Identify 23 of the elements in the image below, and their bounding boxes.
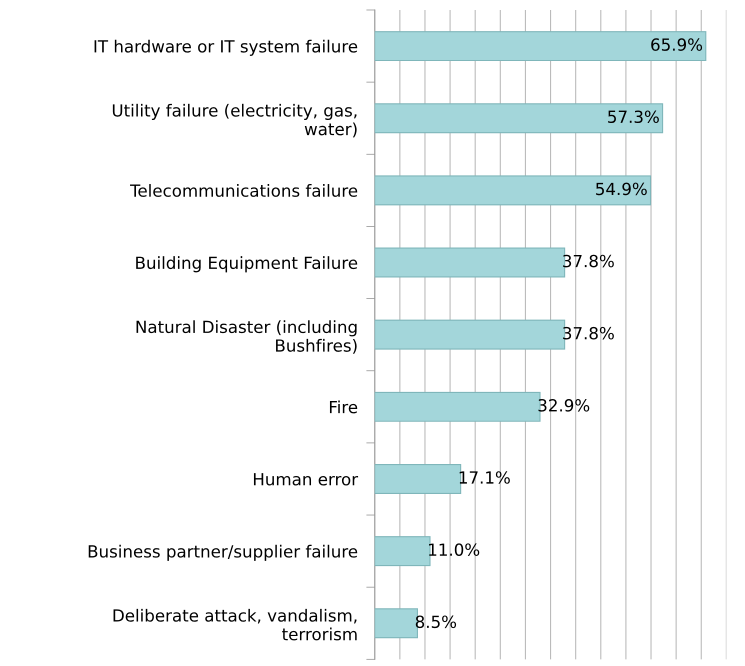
data-label: 37.8% (563, 326, 614, 340)
bar (374, 103, 664, 134)
bar (374, 536, 431, 566)
data-label: 54.9% (596, 182, 647, 196)
y-tick-label: Business partner/supplier failure (88, 544, 358, 561)
bar (374, 175, 652, 206)
data-label: 11.0% (429, 543, 480, 556)
data-label: 17.1% (460, 471, 510, 484)
data-label: 57.3% (608, 110, 659, 124)
y-tick-label: Utility failure (electricity, gas, water) (112, 104, 357, 138)
y-tick-label: Fire (330, 400, 358, 414)
bar (374, 31, 706, 62)
data-label: 32.9% (538, 399, 590, 412)
y-tick-label: Human error (254, 473, 358, 486)
y-tick-label: Telecommunications failure (130, 184, 358, 197)
data-label: 8.5% (416, 615, 456, 628)
y-tick-label: Deliberate attack, vandalism, terrorism (114, 608, 357, 640)
y-tick-label: Natural Disaster (including Bushfires) (136, 320, 357, 354)
data-label: 37.8% (563, 254, 614, 268)
data-label: 65.9% (651, 38, 702, 51)
y-tick-label: Building Equipment Failure (136, 256, 358, 272)
bar (374, 464, 462, 494)
y-tick-label: IT hardware or IT system failure (94, 40, 358, 56)
